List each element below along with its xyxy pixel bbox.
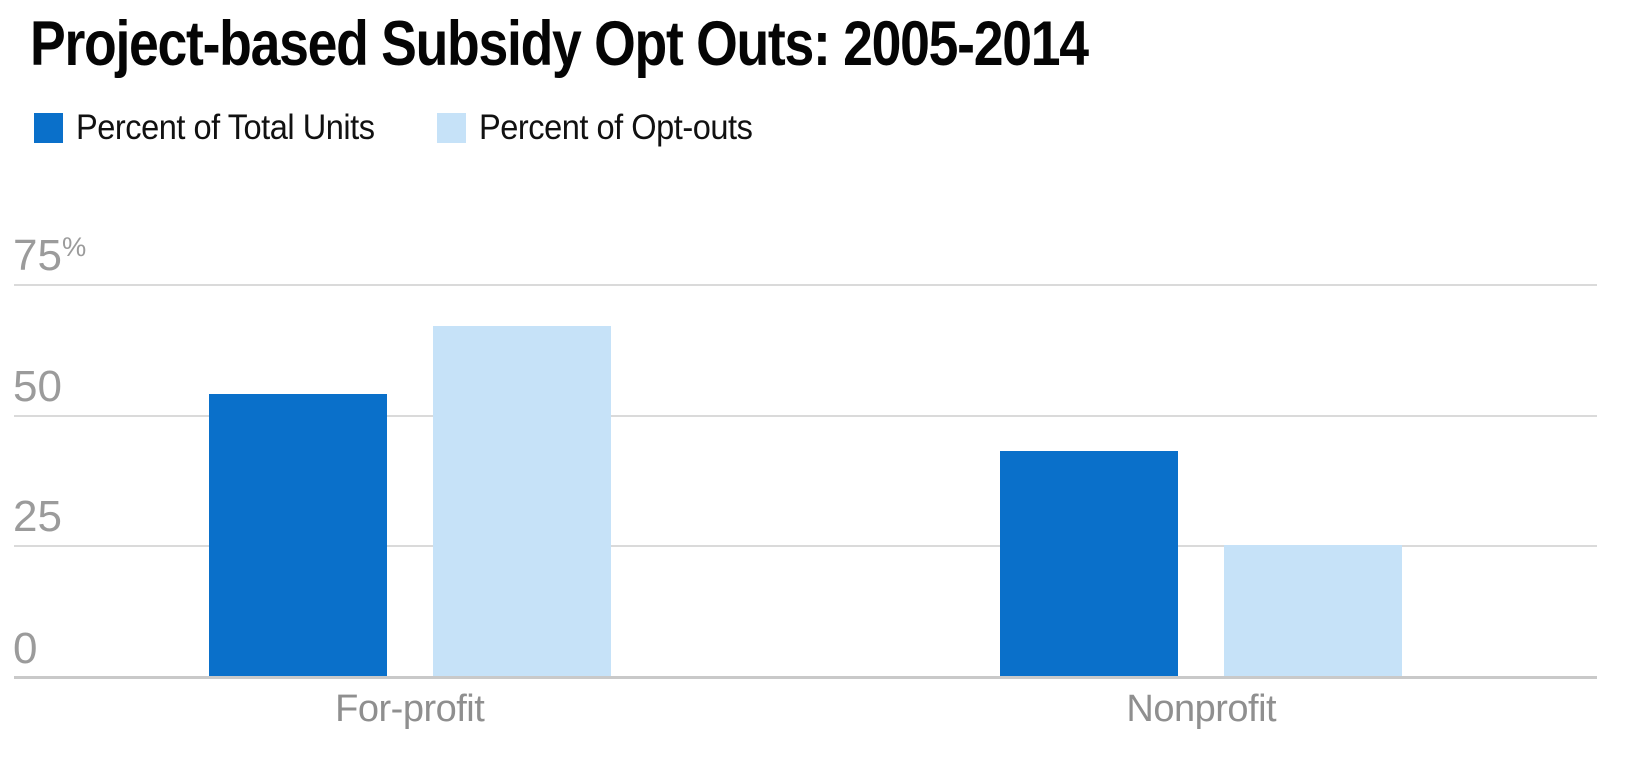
bar-for-profit-percent-of-total-units <box>208 394 387 676</box>
percent-sign: % <box>61 230 87 262</box>
gridline-75: 75% <box>13 233 1597 286</box>
legend-swatch-opt-outs <box>437 113 467 143</box>
bar-group-for-profit <box>14 221 805 676</box>
y-tick-50: 50 <box>13 362 62 411</box>
legend-swatch-total-units <box>34 113 63 143</box>
category-axis: For-profit Nonprofit <box>14 688 1597 731</box>
bar-for-profit-percent-of-opt-outs <box>432 326 611 676</box>
legend-label-opt-outs: Percent of Opt-outs <box>479 108 753 147</box>
y-tick-75: 75% <box>13 230 87 280</box>
category-label-nonprofit: Nonprofit <box>1126 688 1277 730</box>
legend-item-opt-outs: Percent of Opt-outs <box>437 108 773 148</box>
bar-nonprofit-percent-of-opt-outs <box>1224 545 1402 676</box>
gridline-50: 50 <box>13 365 1597 417</box>
legend-label-total-units: Percent of Total Units <box>76 108 375 147</box>
plot-area: 75% 50 25 0 <box>13 218 1597 679</box>
category-label-for-profit: For-profit <box>335 688 485 730</box>
bar-group-nonprofit <box>805 221 1597 676</box>
x-axis-line: 0 <box>13 627 1597 679</box>
y-tick-25: 25 <box>13 492 62 541</box>
gridline-25: 25 <box>13 495 1597 547</box>
legend: Percent of Total Units Percent of Opt-ou… <box>34 108 773 148</box>
chart-title: Project-based Subsidy Opt Outs: 2005-201… <box>30 9 1089 79</box>
legend-item-total-units: Percent of Total Units <box>34 108 397 148</box>
y-tick-0: 0 <box>13 624 38 673</box>
bar-nonprofit-percent-of-total-units <box>1000 451 1178 676</box>
